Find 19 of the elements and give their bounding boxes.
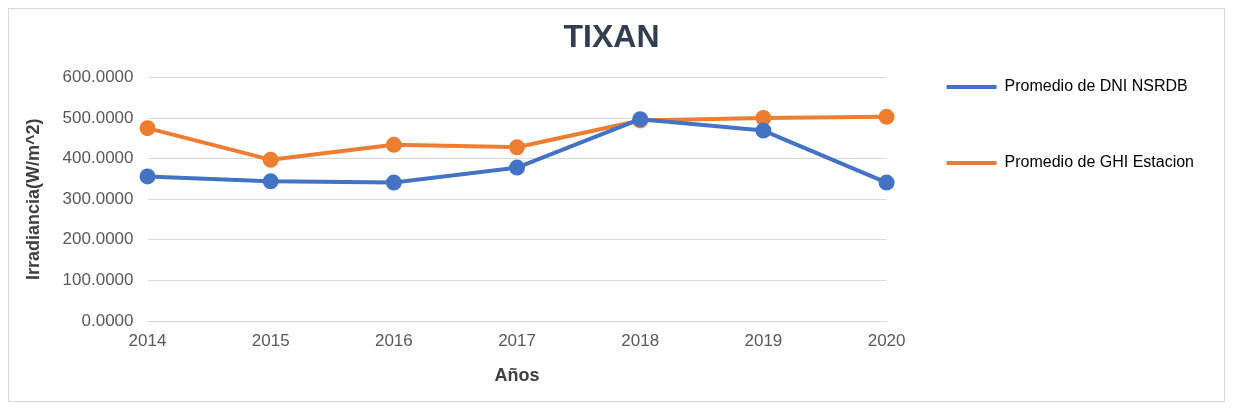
x-tick-label: 2017 <box>498 330 536 350</box>
y-axis-title: Irradiancia(W/m^2) <box>22 118 43 280</box>
y-tick-label: 500.0000 <box>62 107 134 127</box>
chart-title: TIXAN <box>563 18 660 55</box>
y-tick-label: 300.0000 <box>62 188 134 208</box>
x-tick-label: 2019 <box>744 330 783 350</box>
x-tick-label: 2020 <box>867 330 906 350</box>
x-tick-label: 2014 <box>128 330 167 350</box>
y-tick-label: 400.0000 <box>62 148 134 168</box>
x-tick-label: 2015 <box>251 330 290 350</box>
x-tick-label: 2018 <box>621 330 660 350</box>
x-axis-title: Años <box>494 365 540 386</box>
y-tick-label: 100.0000 <box>62 270 134 290</box>
y-tick-label: 200.0000 <box>62 229 134 249</box>
legend-label: Promedio de GHI Estacion <box>1004 153 1194 171</box>
y-tick-label: 0.0000 <box>81 310 134 330</box>
y-tick-label: 600.0000 <box>62 67 134 87</box>
x-tick-label: 2016 <box>374 330 413 350</box>
legend-label: Promedio de DNI NSRDB <box>1004 77 1188 95</box>
